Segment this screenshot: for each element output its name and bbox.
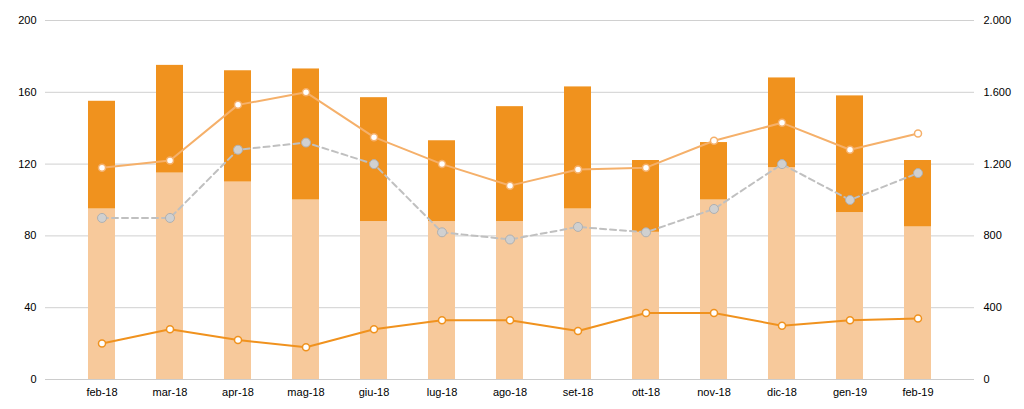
svg-text:0: 0 — [30, 373, 36, 385]
svg-text:80: 80 — [24, 229, 36, 241]
svg-text:2.000: 2.000 — [984, 14, 1012, 26]
svg-text:ott-18: ott-18 — [632, 386, 660, 398]
svg-text:set-18: set-18 — [563, 386, 594, 398]
svg-text:feb-19: feb-19 — [902, 386, 933, 398]
svg-text:apr-18: apr-18 — [222, 386, 254, 398]
svg-text:gen-19: gen-19 — [833, 386, 867, 398]
svg-text:nov-18: nov-18 — [697, 386, 731, 398]
svg-text:mag-18: mag-18 — [287, 386, 324, 398]
svg-text:0: 0 — [984, 373, 990, 385]
svg-text:200: 200 — [18, 14, 36, 26]
svg-text:ago-18: ago-18 — [493, 386, 527, 398]
svg-text:400: 400 — [984, 301, 1002, 313]
svg-text:lug-18: lug-18 — [427, 386, 458, 398]
svg-text:40: 40 — [24, 301, 36, 313]
svg-text:giu-18: giu-18 — [359, 386, 390, 398]
svg-text:1.600: 1.600 — [984, 86, 1012, 98]
svg-text:dic-18: dic-18 — [767, 386, 797, 398]
svg-text:1.200: 1.200 — [984, 158, 1012, 170]
svg-text:120: 120 — [18, 158, 36, 170]
svg-text:feb-18: feb-18 — [86, 386, 117, 398]
svg-text:800: 800 — [984, 229, 1002, 241]
svg-text:mar-18: mar-18 — [153, 386, 188, 398]
svg-text:160: 160 — [18, 86, 36, 98]
